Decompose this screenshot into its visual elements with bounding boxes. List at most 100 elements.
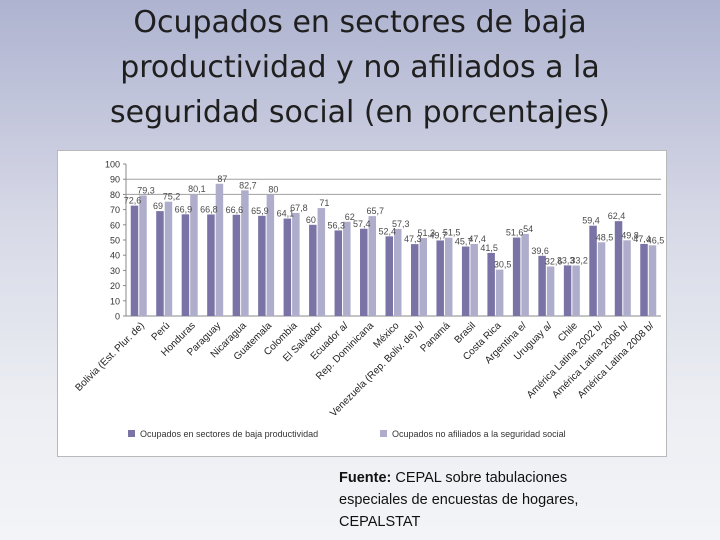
bar-series2: [572, 265, 580, 316]
bar-series1: [589, 225, 597, 316]
chart-container: 0 10 20 30 40 50 60 70 80 90 100 72,6 79,3 Bolivia (E…: [57, 150, 667, 457]
bar-series1: [614, 221, 623, 316]
data-label-series2: 47,4: [468, 234, 486, 244]
data-label-series2: 48,5: [596, 232, 614, 242]
bar-series1: [232, 214, 241, 316]
y-tick-label: 100: [105, 160, 120, 170]
y-tick-label: 90: [110, 175, 120, 185]
data-label-series1: 72,6: [124, 196, 142, 206]
bar-series2: [215, 183, 224, 316]
y-tick-label: 80: [110, 190, 120, 200]
data-label-series1: 62,4: [608, 211, 626, 221]
bar-series2: [266, 194, 275, 316]
bar-series1: [436, 240, 444, 316]
legend-swatch-series1: [128, 430, 135, 437]
bar-series1: [512, 237, 521, 316]
data-label-series2: 79,3: [137, 185, 155, 195]
source-note: Fuente: CEPAL sobre tabulaciones especia…: [339, 467, 629, 533]
data-label-series1: 39,6: [531, 246, 549, 256]
bar-series2: [648, 245, 657, 316]
slide-title: Ocupados en sectores de baja productivid…: [20, 0, 700, 135]
data-label-series2: 87: [217, 174, 227, 184]
bar-series1: [538, 255, 546, 316]
data-label-series1: 33,3: [557, 255, 575, 265]
bar-series2: [623, 240, 631, 316]
data-label-series2: 57,3: [392, 219, 410, 229]
y-tick-label: 30: [110, 266, 120, 276]
data-label-series2: 80,1: [188, 184, 206, 194]
bar-series1: [258, 215, 266, 316]
bar-series2: [317, 208, 326, 316]
y-tick-label: 40: [110, 251, 120, 261]
data-label-series1: 65,9: [251, 206, 269, 216]
bar-chart: 0 10 20 30 40 50 60 70 80 90 100 72,679,3 Bolivia (E…: [73, 160, 665, 440]
bar-series1: [207, 214, 215, 316]
data-label-series1: 52,4: [378, 226, 396, 236]
data-label-series2: 82,7: [239, 180, 257, 190]
bar-series2: [495, 269, 504, 316]
data-label-series2: 51,3: [417, 228, 435, 238]
data-label-series1: 64,1: [277, 209, 295, 219]
bar-series2: [521, 233, 529, 316]
bar-series2: [419, 238, 427, 316]
bar-series1: [461, 246, 470, 316]
bar-series2: [368, 216, 377, 316]
data-label-series2: 46,5: [647, 235, 665, 245]
bar-series2: [597, 242, 606, 316]
data-label-series1: 69: [153, 201, 163, 211]
bar-series1: [487, 252, 495, 316]
bar-series2: [343, 221, 351, 316]
bar-series2: [546, 266, 555, 316]
data-label-series2: 30,5: [494, 260, 512, 270]
data-label-series1: 45,7: [455, 237, 473, 247]
bar-series1: [360, 228, 368, 316]
y-tick-label: 20: [110, 281, 120, 291]
data-label-series1: 59,4: [582, 216, 600, 226]
bar-series1: [181, 214, 190, 316]
bar-series2: [190, 194, 198, 316]
data-label-series2: 33,2: [570, 256, 588, 266]
bar-series2: [470, 243, 478, 316]
y-tick-label: 50: [110, 236, 120, 246]
bar-series2: [139, 195, 147, 316]
data-label-series1: 66,8: [200, 204, 218, 214]
bar-series2: [164, 201, 173, 316]
data-label-series2: 71: [319, 198, 329, 208]
data-label-series1: 49,7: [429, 230, 447, 240]
data-label-series1: 51,6: [506, 228, 524, 238]
data-label-series2: 67,8: [290, 203, 308, 213]
legend-swatch-series2: [380, 430, 387, 437]
data-label-series2: 54: [523, 224, 533, 234]
title-line-1: Ocupados en sectores de baja: [133, 5, 587, 40]
bar-series2: [394, 228, 402, 316]
data-label-series2: 32,6: [545, 256, 563, 266]
bar-series1: [334, 230, 343, 316]
data-label-series2: 51,5: [443, 228, 461, 238]
bar-series1: [283, 218, 292, 316]
bar-series1: [410, 244, 419, 316]
title-line-3: seguridad social (en porcentajes): [110, 95, 610, 130]
data-label-series2: 49,8: [621, 230, 639, 240]
source-label: Fuente:: [339, 470, 392, 486]
data-label-series1: 66,9: [175, 204, 193, 214]
bar-series1: [309, 224, 317, 316]
category-label: Bolivia (Est. Plur. de): [73, 320, 146, 393]
bar-series2: [292, 212, 300, 316]
data-label-series1: 41,5: [480, 243, 498, 253]
y-tick-label: 70: [110, 205, 120, 215]
legend-label-series2: Ocupados no afiliados a la seguridad soc…: [392, 429, 566, 439]
data-label-series1: 47,4: [633, 234, 651, 244]
legend-label-series1: Ocupados en sectores de baja productivid…: [140, 429, 318, 439]
bar-series2: [241, 190, 249, 316]
category-label: Perú: [150, 320, 173, 343]
data-label-series2: 65,7: [367, 206, 385, 216]
data-label-series2: 62: [345, 212, 355, 222]
y-tick-label: 10: [110, 296, 120, 306]
bar-series1: [130, 205, 139, 316]
y-tick-label: 0: [115, 312, 120, 322]
bar-series1: [640, 243, 648, 316]
bar-series1: [156, 211, 164, 316]
source-text: CEPAL sobre tabulaciones especiales de e…: [339, 470, 579, 530]
title-line-2: productividad y no afiliados a la: [120, 50, 600, 85]
bar-series1: [563, 265, 572, 316]
